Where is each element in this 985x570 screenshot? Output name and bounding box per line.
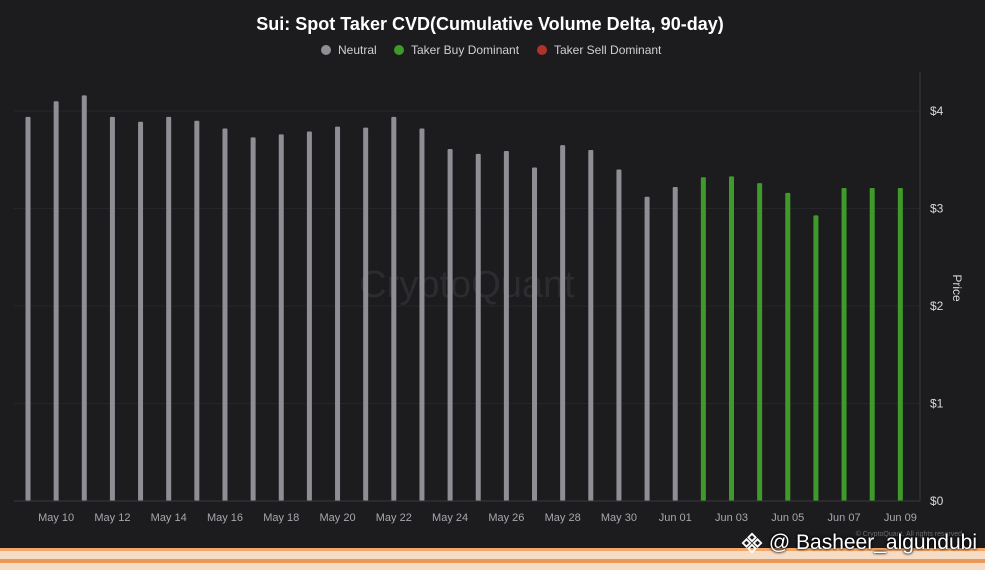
x-tick-label: May 30 [601,512,637,524]
bar[interactable] [841,188,847,501]
legend: Neutral Taker Buy Dominant Taker Sell Do… [321,43,662,57]
y-tick-label: $4 [930,104,944,118]
x-tick-label: Jun 05 [771,512,804,524]
x-tick-label: May 16 [207,512,243,524]
x-tick-label: May 10 [38,512,74,524]
bar[interactable] [278,134,284,501]
bar[interactable] [81,95,87,502]
bar[interactable] [729,176,734,501]
binance-diamond-icon [741,532,763,554]
legend-label-taker-buy: Taker Buy Dominant [411,43,520,57]
footer-stripe [0,559,985,563]
x-tick-label: May 26 [488,512,524,524]
x-tick-label: May 18 [263,512,299,524]
x-tick-label: Jun 03 [715,512,748,524]
legend-item-taker-buy[interactable]: Taker Buy Dominant [394,43,520,57]
bar[interactable] [785,192,791,501]
y-tick-labels: $0 $1 $2 $3 $4 [930,104,944,508]
bar[interactable] [700,177,706,502]
bar[interactable] [869,188,875,501]
bar[interactable] [503,150,509,501]
bar[interactable] [897,188,903,501]
x-tick-label: May 24 [432,512,468,524]
legend-item-neutral[interactable]: Neutral [321,43,377,57]
author-handle-text: @ Basheer_algundubi [768,531,977,554]
bar[interactable] [560,145,566,501]
bar[interactable] [194,120,200,501]
bar[interactable] [419,128,425,502]
chart: Sui: Spot Taker CVD(Cumulative Volume De… [14,14,964,538]
bar[interactable] [363,127,369,501]
x-tick-label: May 22 [376,512,412,524]
legend-label-neutral: Neutral [338,43,377,57]
author-handle: @ Basheer_algundubi [741,531,977,555]
x-tick-label: Jun 01 [659,512,692,524]
x-tick-label: Jun 07 [828,512,861,524]
copyright-credit: © CryptoQuant. All rights reserved [856,530,962,538]
bar[interactable] [250,137,256,501]
bar[interactable] [672,187,678,502]
y-tick-label: $0 [930,494,944,508]
bar[interactable] [813,215,819,501]
legend-marker-taker-sell [537,45,547,55]
bar[interactable] [532,167,538,502]
bar[interactable] [53,101,59,501]
x-tick-label: May 14 [151,512,187,524]
bar[interactable] [588,150,594,501]
chart-title: Sui: Spot Taker CVD(Cumulative Volume De… [256,14,723,34]
x-tick-label: May 12 [94,512,130,524]
bar[interactable] [644,196,650,502]
y-tick-label: $1 [930,397,944,411]
bar[interactable] [475,153,481,501]
x-tick-label: May 28 [545,512,581,524]
x-tick-label: May 20 [320,512,356,524]
legend-label-taker-sell: Taker Sell Dominant [554,43,662,57]
gridlines [14,110,920,502]
bar[interactable] [109,116,115,501]
bar[interactable] [335,126,341,501]
y-tick-label: $2 [930,299,944,313]
bars [25,95,903,502]
legend-marker-neutral [321,45,331,55]
bar[interactable] [138,121,144,501]
bar[interactable] [222,128,228,502]
legend-item-taker-sell[interactable]: Taker Sell Dominant [537,43,662,57]
x-tick-labels: May 10 May 12 May 14 May 16 May 18 May 20 May … [38,512,917,524]
bar[interactable] [306,131,312,501]
y-axis-label: Price [950,274,964,302]
bar[interactable] [25,116,31,501]
bar[interactable] [391,116,397,501]
x-tick-label: Jun 09 [884,512,917,524]
bar[interactable] [616,169,622,502]
legend-marker-taker-buy [394,45,404,55]
bar[interactable] [757,183,763,501]
bar[interactable] [166,116,172,501]
y-tick-label: $3 [930,202,944,216]
bar[interactable] [447,149,453,501]
